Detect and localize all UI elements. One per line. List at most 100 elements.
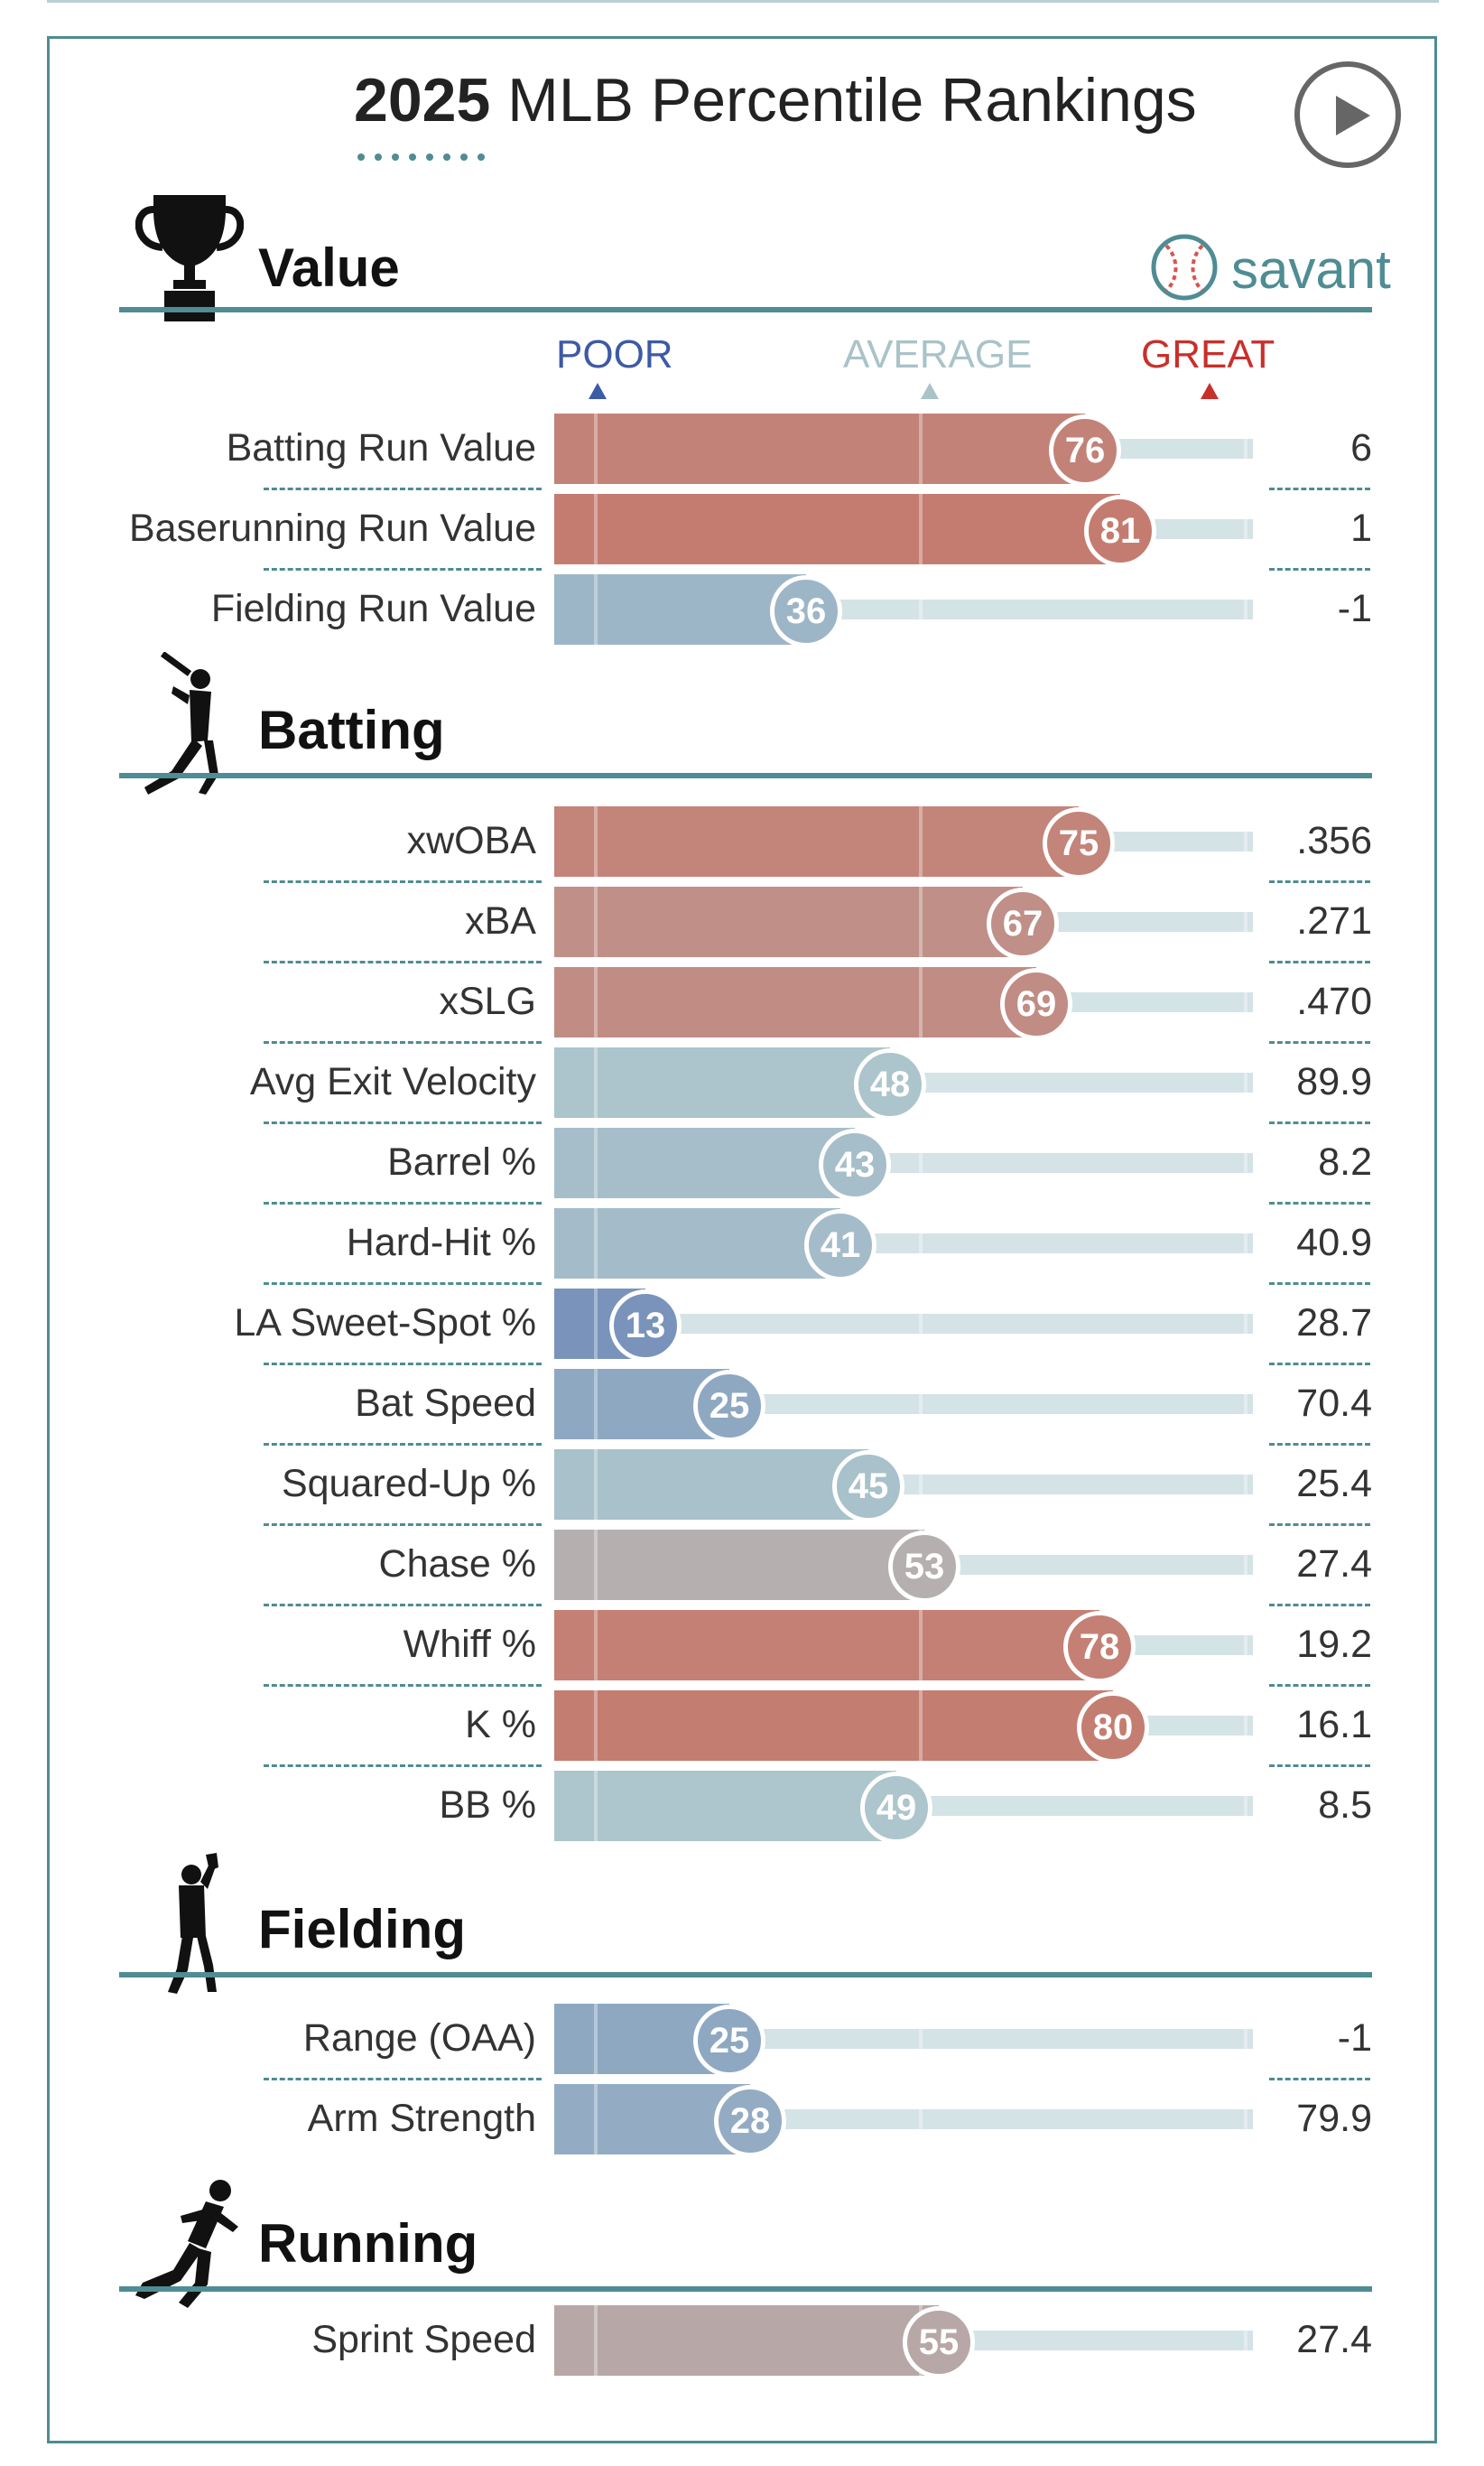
percentile-row: Range (OAA) 25 -1 (0, 2004, 1484, 2077)
row-separator (1269, 1363, 1370, 1365)
percentile-badge: 76 (1049, 414, 1121, 487)
metric-label: Arm Strength (307, 2097, 536, 2140)
percentile-badge: 25 (693, 2005, 765, 2077)
metric-label: Whiff % (403, 1623, 536, 1666)
reference-line (1244, 967, 1247, 1038)
percentile-bar (554, 1771, 896, 1841)
play-icon (1336, 96, 1370, 135)
legend-great-marker (1201, 383, 1219, 399)
percentile-track: 80 (554, 1690, 1253, 1763)
percentile-badge: 13 (609, 1289, 682, 1362)
percentile-track: 75 (554, 806, 1253, 879)
row-separator (264, 1764, 542, 1767)
metric-label: xwOBA (406, 819, 536, 862)
percentile-badge: 55 (903, 2306, 975, 2378)
reference-line (1244, 1530, 1247, 1600)
reference-line (594, 2084, 598, 2154)
reference-line (594, 1208, 598, 1279)
reference-line (594, 1449, 598, 1520)
reference-line (1244, 414, 1247, 484)
percentile-badge: 80 (1077, 1691, 1149, 1763)
percentile-row: BB % 49 8.5 (0, 1771, 1484, 1844)
metric-value: 6 (1350, 426, 1372, 470)
row-separator (264, 1121, 542, 1124)
percentile-row: Hard-Hit % 41 40.9 (0, 1208, 1484, 1281)
metric-label: Fielding Run Value (210, 587, 536, 630)
reference-line (594, 1047, 598, 1118)
percentile-row: xwOBA 75 .356 (0, 806, 1484, 879)
row-separator (264, 1523, 542, 1526)
savant-wordmark: savant (1231, 239, 1391, 300)
metric-label: Squared-Up % (281, 1462, 536, 1505)
percentile-badge: 53 (888, 1531, 960, 1603)
metric-label: Bat Speed (355, 1382, 536, 1425)
reference-line (1244, 1610, 1247, 1680)
metric-value: 27.4 (1296, 2318, 1372, 2361)
metric-label: BB % (439, 1783, 536, 1827)
percentile-badge: 78 (1063, 1611, 1136, 1683)
percentile-row: K % 80 16.1 (0, 1690, 1484, 1763)
reference-line (919, 574, 923, 645)
percentile-row: Avg Exit Velocity 48 89.9 (0, 1047, 1484, 1121)
legend-average-label: AVERAGE (843, 332, 1033, 377)
percentile-row: Chase % 53 27.4 (0, 1530, 1484, 1603)
percentile-badge: 36 (770, 575, 842, 647)
reference-line (594, 887, 598, 957)
row-separator (1269, 1684, 1370, 1687)
row-separator (1269, 1202, 1370, 1205)
reference-line (594, 967, 598, 1038)
legend-poor-marker (589, 383, 607, 399)
reference-line (1244, 2004, 1247, 2074)
percentile-track: 36 (554, 574, 1253, 647)
reference-line (594, 2305, 598, 2376)
reference-line (1244, 1690, 1247, 1761)
metric-label: Baserunning Run Value (128, 507, 536, 550)
reference-line (919, 2084, 923, 2154)
metric-value: 1 (1350, 507, 1372, 550)
percentile-track: 43 (554, 1128, 1253, 1201)
percentile-bar (554, 1610, 1099, 1680)
row-separator (264, 1684, 542, 1687)
metric-value: 25.4 (1296, 1462, 1372, 1505)
row-separator (1269, 1041, 1370, 1044)
percentile-track: 48 (554, 1047, 1253, 1121)
metric-value: -1 (1337, 587, 1372, 630)
row-separator (1269, 1764, 1370, 1767)
percentile-bar (554, 1047, 890, 1118)
legend-poor: POOR (556, 332, 673, 399)
percentile-badge: 75 (1043, 807, 1115, 879)
percentile-track: 53 (554, 1530, 1253, 1603)
reference-line (1244, 1449, 1247, 1520)
percentile-row: Whiff % 78 19.2 (0, 1610, 1484, 1683)
percentile-bar (554, 887, 1023, 957)
metric-label: xSLG (439, 980, 536, 1023)
percentile-track: 78 (554, 1610, 1253, 1683)
percentile-row: xSLG 69 .470 (0, 967, 1484, 1040)
metric-label: Chase % (378, 1542, 536, 1586)
reference-line (919, 1289, 923, 1359)
metric-value: .356 (1296, 819, 1372, 862)
percentile-row: Arm Strength 28 79.9 (0, 2084, 1484, 2157)
percentile-row: LA Sweet-Spot % 13 28.7 (0, 1289, 1484, 1362)
legend-poor-label: POOR (556, 332, 673, 377)
reference-line (594, 1369, 598, 1439)
reference-line (1244, 2305, 1247, 2376)
percentile-row: xBA 67 .271 (0, 887, 1484, 960)
row-separator (1269, 1604, 1370, 1606)
title-year: 2025 (354, 66, 491, 135)
metric-value: 28.7 (1296, 1301, 1372, 1345)
percentile-bar (554, 1128, 855, 1198)
row-separator (264, 1041, 542, 1044)
row-separator (264, 488, 542, 490)
metric-label: Sprint Speed (311, 2318, 536, 2361)
reference-line (1244, 2084, 1247, 2154)
metric-value: 19.2 (1296, 1623, 1372, 1666)
percentile-bar (554, 1530, 924, 1600)
percentile-track: 55 (554, 2305, 1253, 2378)
play-button[interactable] (1294, 61, 1401, 168)
reference-line (919, 967, 923, 1038)
row-separator (264, 1202, 542, 1205)
metric-value: 40.9 (1296, 1221, 1372, 1264)
trophy-icon (134, 190, 245, 330)
reference-line (919, 1128, 923, 1198)
